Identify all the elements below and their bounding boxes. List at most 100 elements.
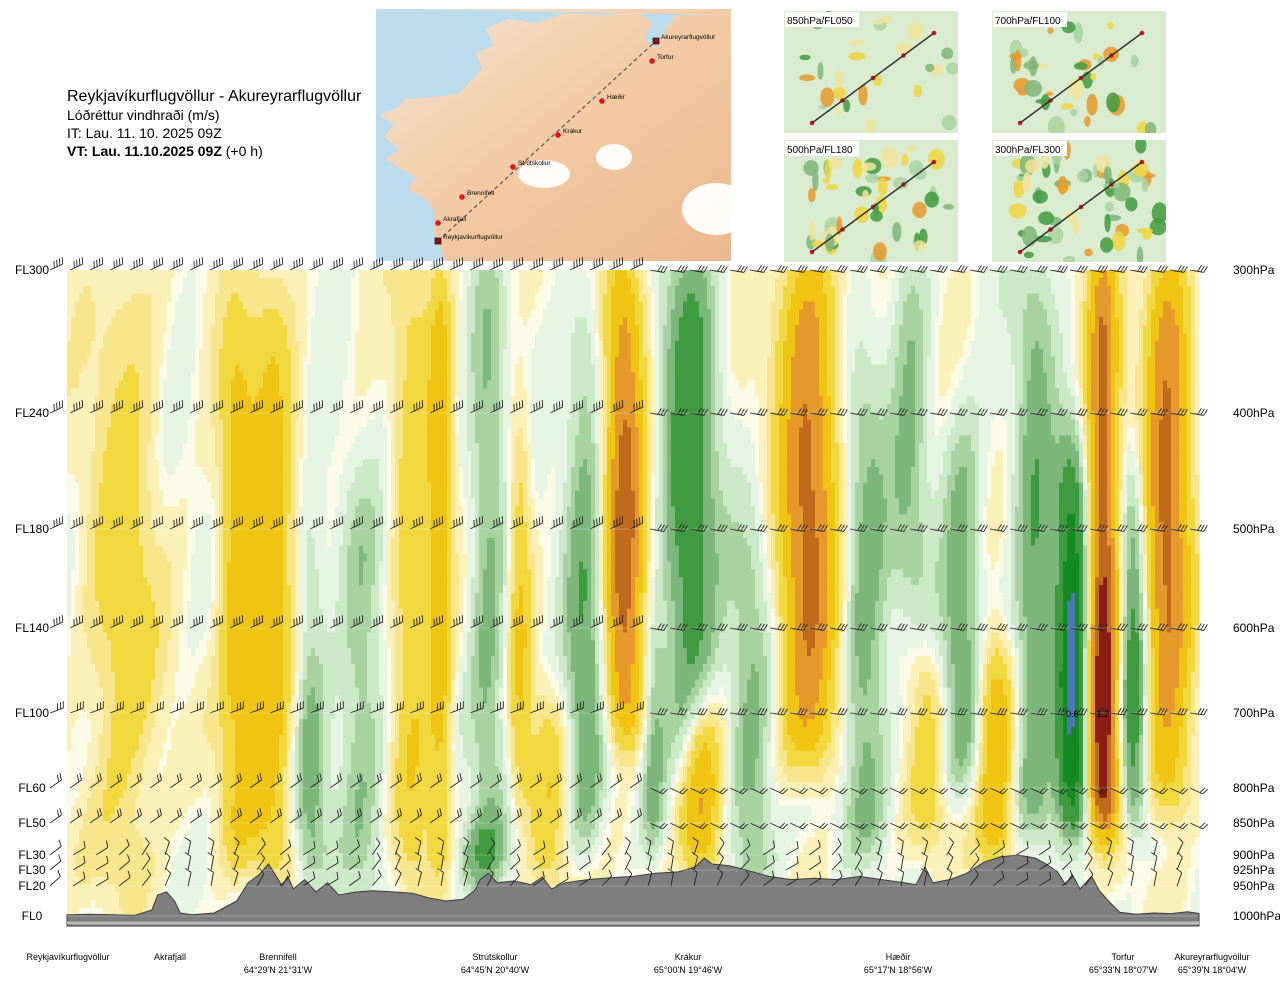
field-cell [355,506,376,515]
field-cell [1171,537,1184,547]
field-cell [455,490,460,500]
field-cell [1047,380,1056,389]
field-cell [651,593,656,602]
field-cell [983,553,992,563]
field-cell [539,325,576,334]
field-cell [595,585,600,594]
field-cell [1171,427,1180,437]
field-cell [1115,529,1120,539]
field-cell [99,506,140,515]
field-cell [651,435,656,444]
inset-blobs [803,145,954,262]
field-cell [307,529,312,539]
field-cell [467,585,472,594]
field-cell [811,419,824,429]
field-cell [1123,340,1128,350]
field-cell [527,435,532,444]
field-cell [1079,356,1084,366]
field-cell [151,506,188,515]
field-cell [835,372,840,381]
field-cell [483,380,488,389]
field-cell [291,474,296,484]
field-cell [1087,356,1092,366]
field-cell [471,490,480,500]
field-cell [1079,569,1084,578]
field-cell [647,419,652,429]
field-cell [555,466,568,476]
field-cell [655,403,660,413]
field-cell [455,293,460,303]
field-cell [823,443,832,452]
field-cell [1179,482,1188,492]
field-cell [1127,372,1136,381]
field-cell [567,466,572,476]
field-cell [387,553,392,563]
field-cell [511,285,520,295]
field-cell [911,490,920,500]
field-cell [499,419,504,429]
field-cell [307,443,336,452]
field-cell [1131,443,1136,452]
field-cell [679,553,704,563]
field-cell [1095,419,1100,429]
field-cell [903,317,924,326]
field-cell [1163,569,1172,578]
field-cell [195,356,200,366]
field-cell [511,466,516,476]
field-cell [187,427,196,437]
field-cell [223,498,232,507]
field-cell [1131,545,1136,555]
field-cell [191,585,212,594]
field-cell [839,490,844,500]
field-cell [159,459,164,468]
field-cell [71,388,100,397]
field-cell [1187,340,1192,350]
field-cell [1195,388,1200,397]
field-cell [639,529,644,539]
field-cell [1195,364,1200,374]
field-cell [1187,506,1196,515]
field-cell [611,309,636,318]
field-cell [975,396,1016,405]
field-cell [391,451,396,460]
field-cell [1151,443,1160,452]
field-cell [463,577,468,586]
field-cell [1127,443,1132,452]
field-cell [523,506,532,515]
field-cell [283,459,292,468]
field-cell [95,553,144,563]
field-cell [291,585,296,594]
field-cell [479,569,484,578]
field-cell [591,514,596,523]
field-cell [167,348,196,358]
field-cell [499,364,504,374]
field-cell [991,474,1004,484]
field-cell [1119,585,1124,594]
field-cell [671,451,704,460]
field-cell [1051,403,1064,413]
field-cell [403,443,428,452]
field-cell [215,569,220,578]
field-cell [451,561,460,570]
field-cell [571,340,592,350]
field-cell [367,388,388,397]
field-cell [283,561,288,570]
field-cell [1051,348,1064,358]
field-cell [455,325,460,334]
field-cell [1063,364,1076,374]
field-cell [1155,396,1164,405]
field-cell [307,553,316,563]
field-cell [503,419,512,429]
field-cell [779,490,788,500]
field-cell [1191,293,1196,303]
field-cell [1087,466,1092,476]
field-cell [1195,451,1200,460]
field-cell [267,364,280,374]
field-cell [395,482,400,492]
field-cell [603,309,612,318]
field-cell [667,372,676,381]
field-cell [1011,482,1020,492]
field-cell [1139,317,1148,326]
field-cell [775,348,784,358]
field-cell [979,403,1016,413]
